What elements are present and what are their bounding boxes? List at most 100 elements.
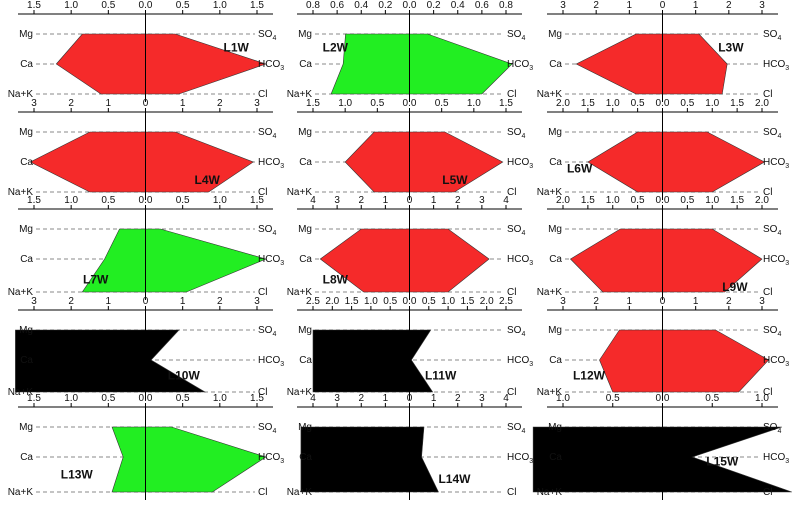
tick-label: 1	[383, 393, 389, 404]
tick-label: 1.5	[306, 98, 320, 109]
stiff-panel-l9w: 2.0 1.5 1.0 0.5 0.0 0.5 1.0 1.5 2.0 Mg Ca Na+K SO4 HC…	[537, 195, 789, 300]
ion-label-left: Mg	[548, 127, 562, 138]
tick-label: 0.5	[631, 195, 645, 206]
stiff-polygon	[312, 329, 434, 393]
tick-label: 2.0	[480, 296, 494, 307]
ion-label-right: HCO3	[763, 157, 789, 170]
tick-label: 0.6	[330, 0, 344, 11]
ion-label-left: Na+K	[537, 89, 563, 100]
ion-label-right: SO4	[763, 325, 781, 338]
stiff-polygon	[575, 33, 728, 95]
sample-label: L7W	[83, 273, 109, 287]
tick-label: 1	[693, 0, 699, 11]
tick-label: 0.5	[101, 195, 115, 206]
sample-label: L4W	[195, 173, 221, 187]
tick-label: 2.0	[556, 98, 570, 109]
ion-label-right: Cl	[763, 387, 772, 398]
stiff-panel-l2w: 0.8 0.6 0.4 0.2 0.0 0.2 0.4 0.6 0.8 Mg Ca Na+K SO4 HC…	[287, 0, 533, 102]
ion-label-right: Cl	[258, 187, 267, 198]
tick-label: 4	[503, 195, 509, 206]
ion-label-right: SO4	[258, 422, 276, 435]
ion-label-left: Mg	[19, 325, 33, 336]
tick-label: 3	[759, 296, 765, 307]
tick-label: 2.0	[556, 195, 570, 206]
sample-label: L2W	[323, 41, 349, 55]
ion-label-left: Na+K	[287, 387, 313, 398]
stiff-polygon	[569, 228, 763, 293]
sample-label: L5W	[442, 173, 468, 187]
sample-label: L11W	[425, 368, 457, 382]
ion-label-right: SO4	[507, 325, 525, 338]
stiff-panel-l3w: 3 2 1 0 1 2 3 Mg Ca Na+K SO4 HCO3 Cl L3W	[537, 0, 789, 102]
tick-label: 0.2	[427, 0, 441, 11]
ion-label-right: Cl	[763, 287, 772, 298]
ion-label-left: Mg	[298, 422, 312, 433]
tick-label: 0.0	[403, 0, 417, 11]
tick-label: 0.5	[680, 195, 694, 206]
stiff-panel-l12w: 3 2 1 0 1 2 3 Mg Ca Na+K SO4 HCO3 Cl L12W	[537, 296, 789, 400]
ion-label-right: Cl	[763, 187, 772, 198]
tick-label: 3	[479, 393, 485, 404]
tick-label: 0	[143, 98, 149, 109]
stiff-polygon	[319, 228, 490, 293]
tick-label: 3	[254, 296, 260, 307]
stiff-panel-l7w: 1.5 1.0 0.5 0.0 0.5 1.0 1.5 Mg Ca Na+K SO4 HCO3 Cl L7…	[8, 195, 284, 300]
stiff-polygon	[599, 329, 770, 393]
ion-label-right: HCO3	[258, 59, 284, 72]
tick-label: 1.5	[460, 296, 474, 307]
sample-label: L13W	[61, 467, 94, 481]
ion-label-right: Cl	[258, 487, 267, 498]
tick-label: 3	[31, 98, 37, 109]
ion-label-right: HCO3	[763, 254, 789, 267]
sample-label: L12W	[573, 368, 606, 382]
ion-label-left: Ca	[299, 59, 312, 70]
tick-label: 0.5	[176, 0, 190, 11]
tick-label: 0.0	[656, 393, 670, 404]
ion-label-right: HCO3	[763, 355, 789, 368]
sample-label: L14W	[438, 472, 471, 486]
tick-label: 1.5	[27, 393, 41, 404]
tick-label: 0.5	[176, 195, 190, 206]
tick-label: 1.0	[755, 393, 769, 404]
ion-label-left: Ca	[20, 157, 33, 168]
tick-label: 2.0	[755, 98, 769, 109]
tick-label: 2	[217, 296, 223, 307]
ion-label-left: Mg	[298, 127, 312, 138]
ion-label-right: Cl	[258, 387, 267, 398]
tick-label: 2	[455, 195, 461, 206]
ion-label-left: Na+K	[537, 487, 563, 498]
tick-label: 0.5	[101, 393, 115, 404]
ion-label-left: Mg	[19, 29, 33, 40]
tick-label: 0.5	[435, 98, 449, 109]
tick-label: 3	[560, 296, 566, 307]
stiff-polygon	[55, 33, 267, 95]
tick-label: 0	[143, 296, 149, 307]
ion-label-left: Ca	[549, 452, 562, 463]
stiff-polygon	[330, 33, 513, 95]
tick-label: 1	[180, 98, 186, 109]
sample-label: L10W	[168, 368, 201, 382]
stiff-panel-l8w: 4 3 2 1 0 1 2 3 4 Mg Ca Na+K SO4 HCO3 Cl L8W	[287, 195, 533, 300]
tick-label: 1	[180, 296, 186, 307]
tick-label: 1	[627, 296, 633, 307]
ion-label-left: Ca	[20, 254, 33, 265]
tick-label: 0.5	[705, 393, 719, 404]
ion-label-left: Na+K	[8, 187, 34, 198]
tick-label: 1.5	[27, 195, 41, 206]
tick-label: 1.5	[581, 98, 595, 109]
tick-label: 1	[627, 0, 633, 11]
ion-label-right: SO4	[507, 127, 525, 140]
ion-label-right: HCO3	[507, 452, 533, 465]
tick-label: 0.5	[680, 98, 694, 109]
stiff-panel-l14w: 4 3 2 1 0 1 2 3 4 Mg Ca Na+K SO4 HCO3 Cl L14W	[287, 393, 533, 500]
ion-label-right: Cl	[258, 287, 267, 298]
stiff-polygon	[344, 131, 504, 193]
tick-label: 1.0	[556, 393, 570, 404]
tick-label: 0.0	[139, 195, 153, 206]
tick-label: 1.0	[64, 0, 78, 11]
ion-label-left: Na+K	[8, 89, 34, 100]
tick-label: 0.0	[139, 393, 153, 404]
tick-label: 1.0	[705, 98, 719, 109]
ion-label-left: Mg	[19, 422, 33, 433]
stiff-polygon	[587, 131, 766, 193]
